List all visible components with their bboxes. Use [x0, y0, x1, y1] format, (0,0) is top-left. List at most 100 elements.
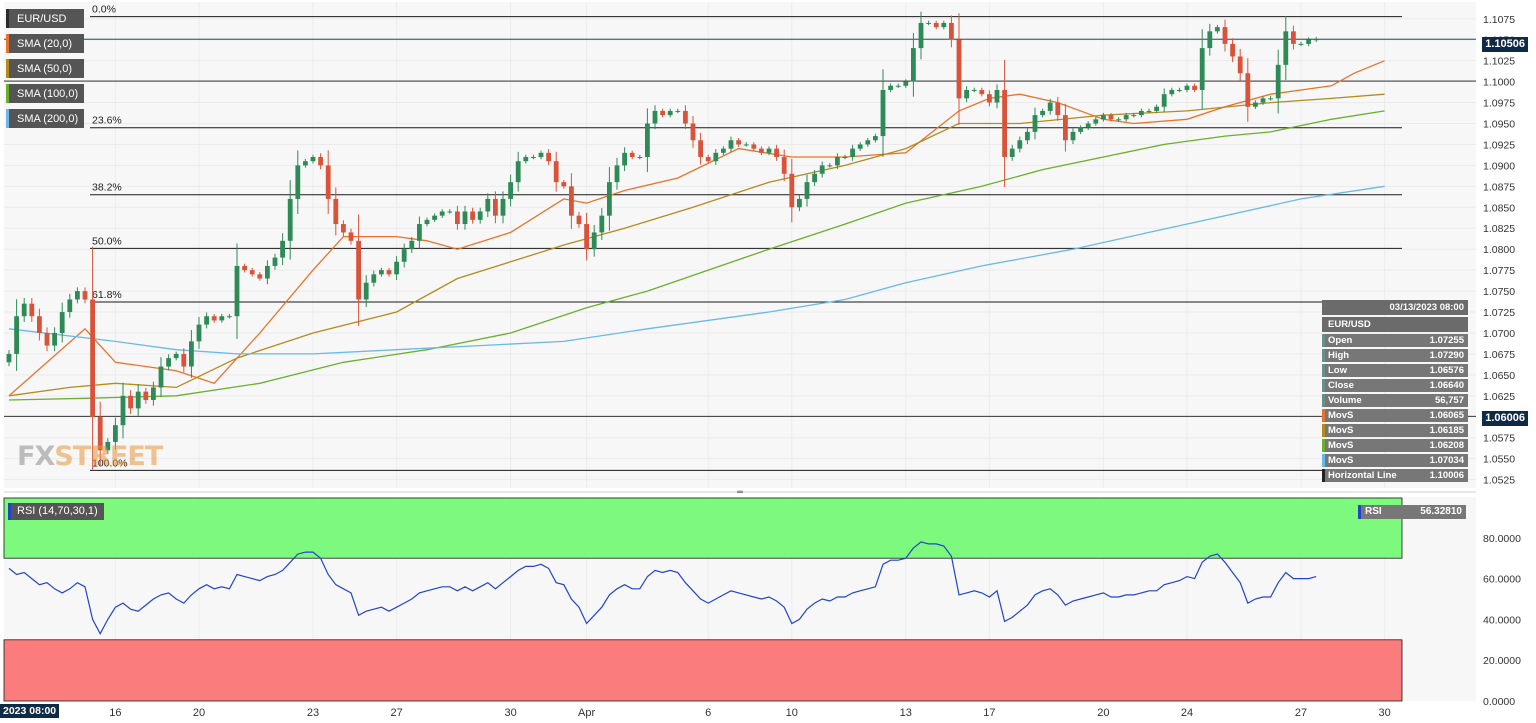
info-row-value: 1.06208 [1429, 440, 1464, 451]
time-axis-tick: 10 [786, 707, 798, 719]
candle-body [166, 358, 171, 367]
candle-body [705, 157, 711, 162]
legend-sma-50[interactable]: SMA (50,0) [6, 59, 85, 78]
legend-symbol[interactable]: EUR/USD [6, 9, 85, 28]
fib-level-label: 100.0% [92, 457, 128, 469]
candle-body [265, 265, 270, 279]
time-axis-tick: 27 [1295, 707, 1307, 719]
candle-body [439, 211, 445, 216]
candle-body [553, 161, 559, 183]
legend-rsi[interactable]: RSI (14,70,30,1) [8, 503, 104, 520]
candle-body [857, 144, 863, 149]
price-axis-tick: 1.0625 [1483, 391, 1515, 403]
candle-body [683, 110, 688, 124]
candle-body [1253, 102, 1258, 107]
candle-body [21, 303, 27, 317]
candle-body [561, 182, 567, 187]
candle-body [880, 89, 886, 137]
price-axis-tick: 1.0925 [1483, 139, 1515, 151]
candle-body [949, 22, 954, 40]
candle-body [493, 198, 498, 216]
info-row-label: Low [1328, 365, 1347, 376]
candle-body [189, 341, 194, 367]
candle-body [1055, 102, 1061, 116]
candle-body [1078, 127, 1083, 132]
candle-body [1032, 115, 1038, 132]
info-row: MovS 1.06185 [1322, 424, 1468, 437]
candle-body [1215, 27, 1220, 32]
candle-body [736, 140, 741, 145]
legend-sma-20[interactable]: SMA (20,0) [6, 34, 85, 53]
rsi-overbought-zone [3, 497, 1403, 559]
info-row-label: Open [1328, 335, 1353, 346]
info-row-value: 1.06065 [1429, 410, 1464, 421]
candle-body [371, 274, 377, 283]
candle-body [90, 299, 95, 417]
candle-body [52, 332, 57, 346]
info-row-label: High [1328, 350, 1350, 361]
price-axis-tick: 1.0900 [1483, 160, 1515, 172]
candle-body [918, 22, 924, 49]
candle-body [531, 157, 536, 159]
legend-sma-200[interactable]: SMA (200,0) [6, 109, 85, 128]
candle-body [417, 224, 422, 241]
rsi-line [8, 541, 1317, 635]
price-axis-tick: 1.1075 [1483, 14, 1515, 26]
info-row-value: 1.06576 [1429, 365, 1464, 376]
candle-body [500, 198, 506, 216]
candle-body [508, 182, 513, 199]
candle-body [143, 391, 149, 401]
info-row-value: 1.06185 [1429, 425, 1464, 436]
candle-body [652, 110, 658, 124]
candle-body [1040, 110, 1045, 116]
candle-body [204, 316, 209, 325]
candle-body [105, 441, 111, 451]
candle-body [341, 224, 346, 233]
candle-body [1313, 39, 1319, 41]
candle-body [1009, 148, 1015, 158]
candle-body [1291, 31, 1296, 44]
candle-body [462, 211, 468, 225]
candle-body [698, 140, 703, 158]
fxstreet-watermark: FXSTREET [17, 441, 163, 472]
candle-body [234, 265, 240, 317]
candle-body [1093, 119, 1099, 124]
candle-body [386, 270, 392, 275]
candle-body [1283, 31, 1289, 65]
candle-body [295, 165, 301, 199]
pane-resize-handle[interactable]: ═ [736, 488, 743, 498]
candle-body [835, 157, 840, 166]
candle-body [637, 157, 643, 159]
fib-level-label: 0.0% [92, 4, 116, 16]
price-axis-tick: 1.0825 [1483, 223, 1515, 235]
candle-body [956, 39, 962, 99]
candle-body [591, 232, 597, 250]
candle-body [29, 303, 35, 317]
candle-body [1131, 115, 1137, 117]
indicator-legend: EUR/USD SMA (20,0) SMA (50,0) SMA (100,0… [6, 9, 85, 134]
price-axis-tick: 1.0950 [1483, 119, 1515, 131]
sma-line [8, 185, 1385, 355]
candle-body [827, 165, 833, 167]
candle-body [120, 395, 126, 426]
candle-body [850, 148, 855, 158]
price-axis-tick: 1.1025 [1483, 56, 1515, 68]
candle-body [363, 282, 369, 300]
info-row-value: 1.07034 [1429, 455, 1464, 466]
rsi-value-box: RSI 56.32810 [1358, 505, 1466, 519]
candle-body [538, 152, 544, 158]
candle-body [1298, 43, 1304, 45]
candle-body [348, 232, 354, 241]
time-axis-tick: 13 [900, 707, 912, 719]
info-symbol: EUR/USD [1322, 317, 1468, 332]
candle-body [1154, 106, 1159, 111]
legend-sma-100[interactable]: SMA (100,0) [6, 84, 85, 103]
candle-body [812, 173, 817, 183]
candle-body [926, 22, 931, 24]
candle-body [356, 240, 361, 300]
candle-body [971, 89, 977, 91]
sma-line [8, 110, 1385, 401]
info-row: MovS 1.07034 [1322, 454, 1468, 467]
candle-body [888, 85, 893, 90]
